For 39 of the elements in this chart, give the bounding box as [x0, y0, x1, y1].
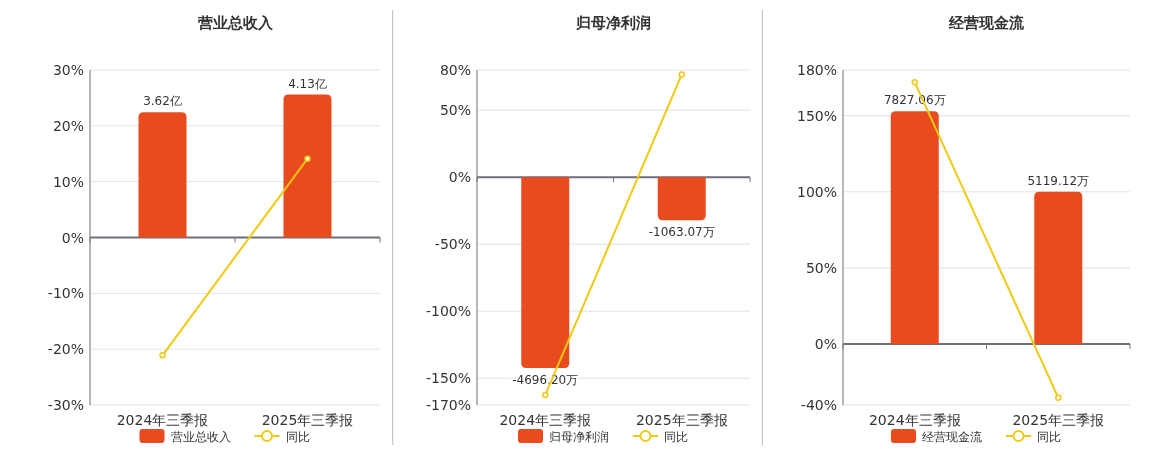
- y-tick-label: 150%: [796, 107, 837, 124]
- y-tick-label: -50%: [434, 236, 471, 253]
- y-tick-label: -170%: [425, 397, 471, 413]
- y-tick-label: 180%: [796, 62, 837, 78]
- x-tick-label: 2024年三季报: [868, 412, 961, 428]
- legend-label: 营业总收入: [170, 430, 231, 444]
- y-tick-label: -30%: [47, 397, 84, 413]
- y-tick-label: 20%: [52, 117, 84, 134]
- data-label: -1063.07万: [648, 225, 715, 240]
- x-tick-label: 2025年三季报: [1012, 412, 1105, 428]
- y-tick-label: -40%: [800, 397, 837, 413]
- y-tick-label: -150%: [425, 370, 471, 387]
- legend-label: 同比: [664, 430, 688, 444]
- chart-title: 营业总收入: [196, 14, 274, 32]
- legend-label: 归母净利润: [549, 430, 609, 444]
- legend-label: 同比: [1037, 430, 1061, 444]
- data-label: 3.62亿: [143, 94, 182, 109]
- x-tick-label: 2025年三季报: [261, 412, 354, 428]
- y-tick-label: 50%: [439, 102, 471, 119]
- y-tick-label: 100%: [796, 183, 837, 200]
- y-tick-label: 30%: [52, 62, 84, 78]
- chart-title: 经营现金流: [948, 14, 1025, 32]
- legend-label: 经营现金流: [922, 430, 982, 444]
- y-tick-label: 80%: [439, 62, 471, 78]
- chart-title: 归母净利润: [575, 14, 651, 32]
- y-tick-label: 50%: [805, 259, 837, 276]
- y-tick-label: -10%: [47, 285, 84, 302]
- legend-label: 同比: [285, 430, 310, 444]
- y-tick-label: 0%: [814, 336, 837, 353]
- y-tick-label: 0%: [61, 229, 84, 246]
- y-tick-label: -20%: [47, 341, 84, 358]
- x-tick-label: 2024年三季报: [499, 412, 592, 428]
- x-tick-label: 2024年三季报: [116, 412, 209, 428]
- y-tick-label: -100%: [425, 303, 471, 320]
- x-tick-label: 2025年三季报: [635, 412, 728, 428]
- y-tick-label: 10%: [52, 173, 84, 190]
- y-tick-label: 0%: [448, 169, 471, 186]
- data-label: 5119.12万: [1027, 173, 1090, 188]
- data-label: 4.13亿: [288, 76, 327, 91]
